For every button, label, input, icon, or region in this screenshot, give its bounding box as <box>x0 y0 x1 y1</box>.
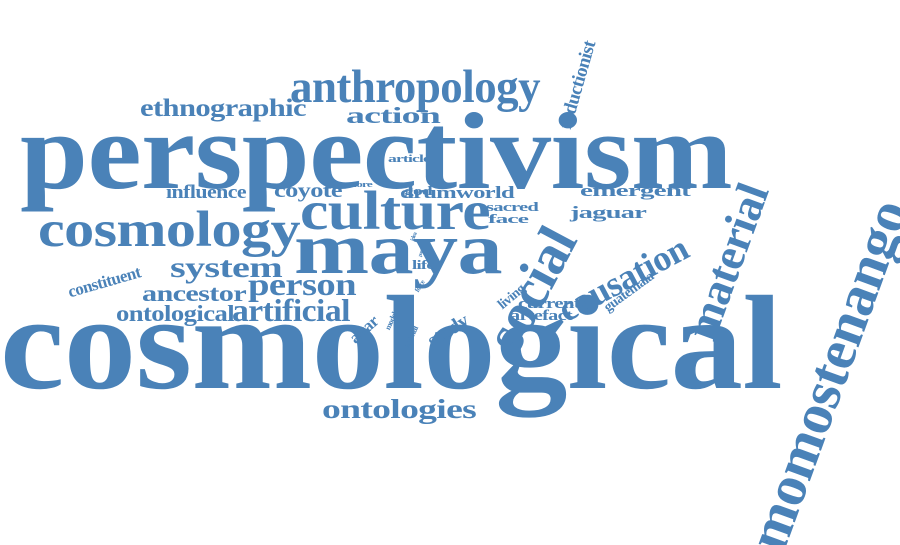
word-person: person <box>248 267 357 303</box>
word-culture: culture <box>300 179 491 241</box>
word-action: action <box>346 102 441 129</box>
word-ontologies: ontologies <box>322 393 477 424</box>
word-system: system <box>170 251 283 284</box>
word-emergent: emergent <box>580 180 691 200</box>
word-anthropology: anthropology <box>290 61 541 113</box>
word-god: god <box>404 183 433 198</box>
word-face: face <box>488 211 529 226</box>
word-coyote: coyote <box>274 178 343 203</box>
word-maya: maya <box>294 208 503 290</box>
word-life: life <box>412 257 435 272</box>
word-sacred: sacred <box>486 199 539 214</box>
word-ethnographic: ethnographic <box>140 94 307 122</box>
word-perspectivism: perspectivism <box>20 91 733 213</box>
word-cosmology: cosmology <box>38 200 301 257</box>
word-influence: influence <box>166 182 247 204</box>
word-artificial: artificial <box>232 293 351 329</box>
word-ancestor: ancestor <box>142 280 247 307</box>
word-cosmological: cosmological <box>0 269 783 419</box>
word-drumworld: drumworld <box>400 182 515 202</box>
word-artefact: artefact <box>510 307 573 324</box>
word-article: article <box>388 154 431 166</box>
word-ontological: ontological <box>116 300 235 327</box>
word-jaguar: jaguar <box>570 202 647 222</box>
word-more: more <box>346 180 373 190</box>
word-current: current <box>518 295 581 312</box>
